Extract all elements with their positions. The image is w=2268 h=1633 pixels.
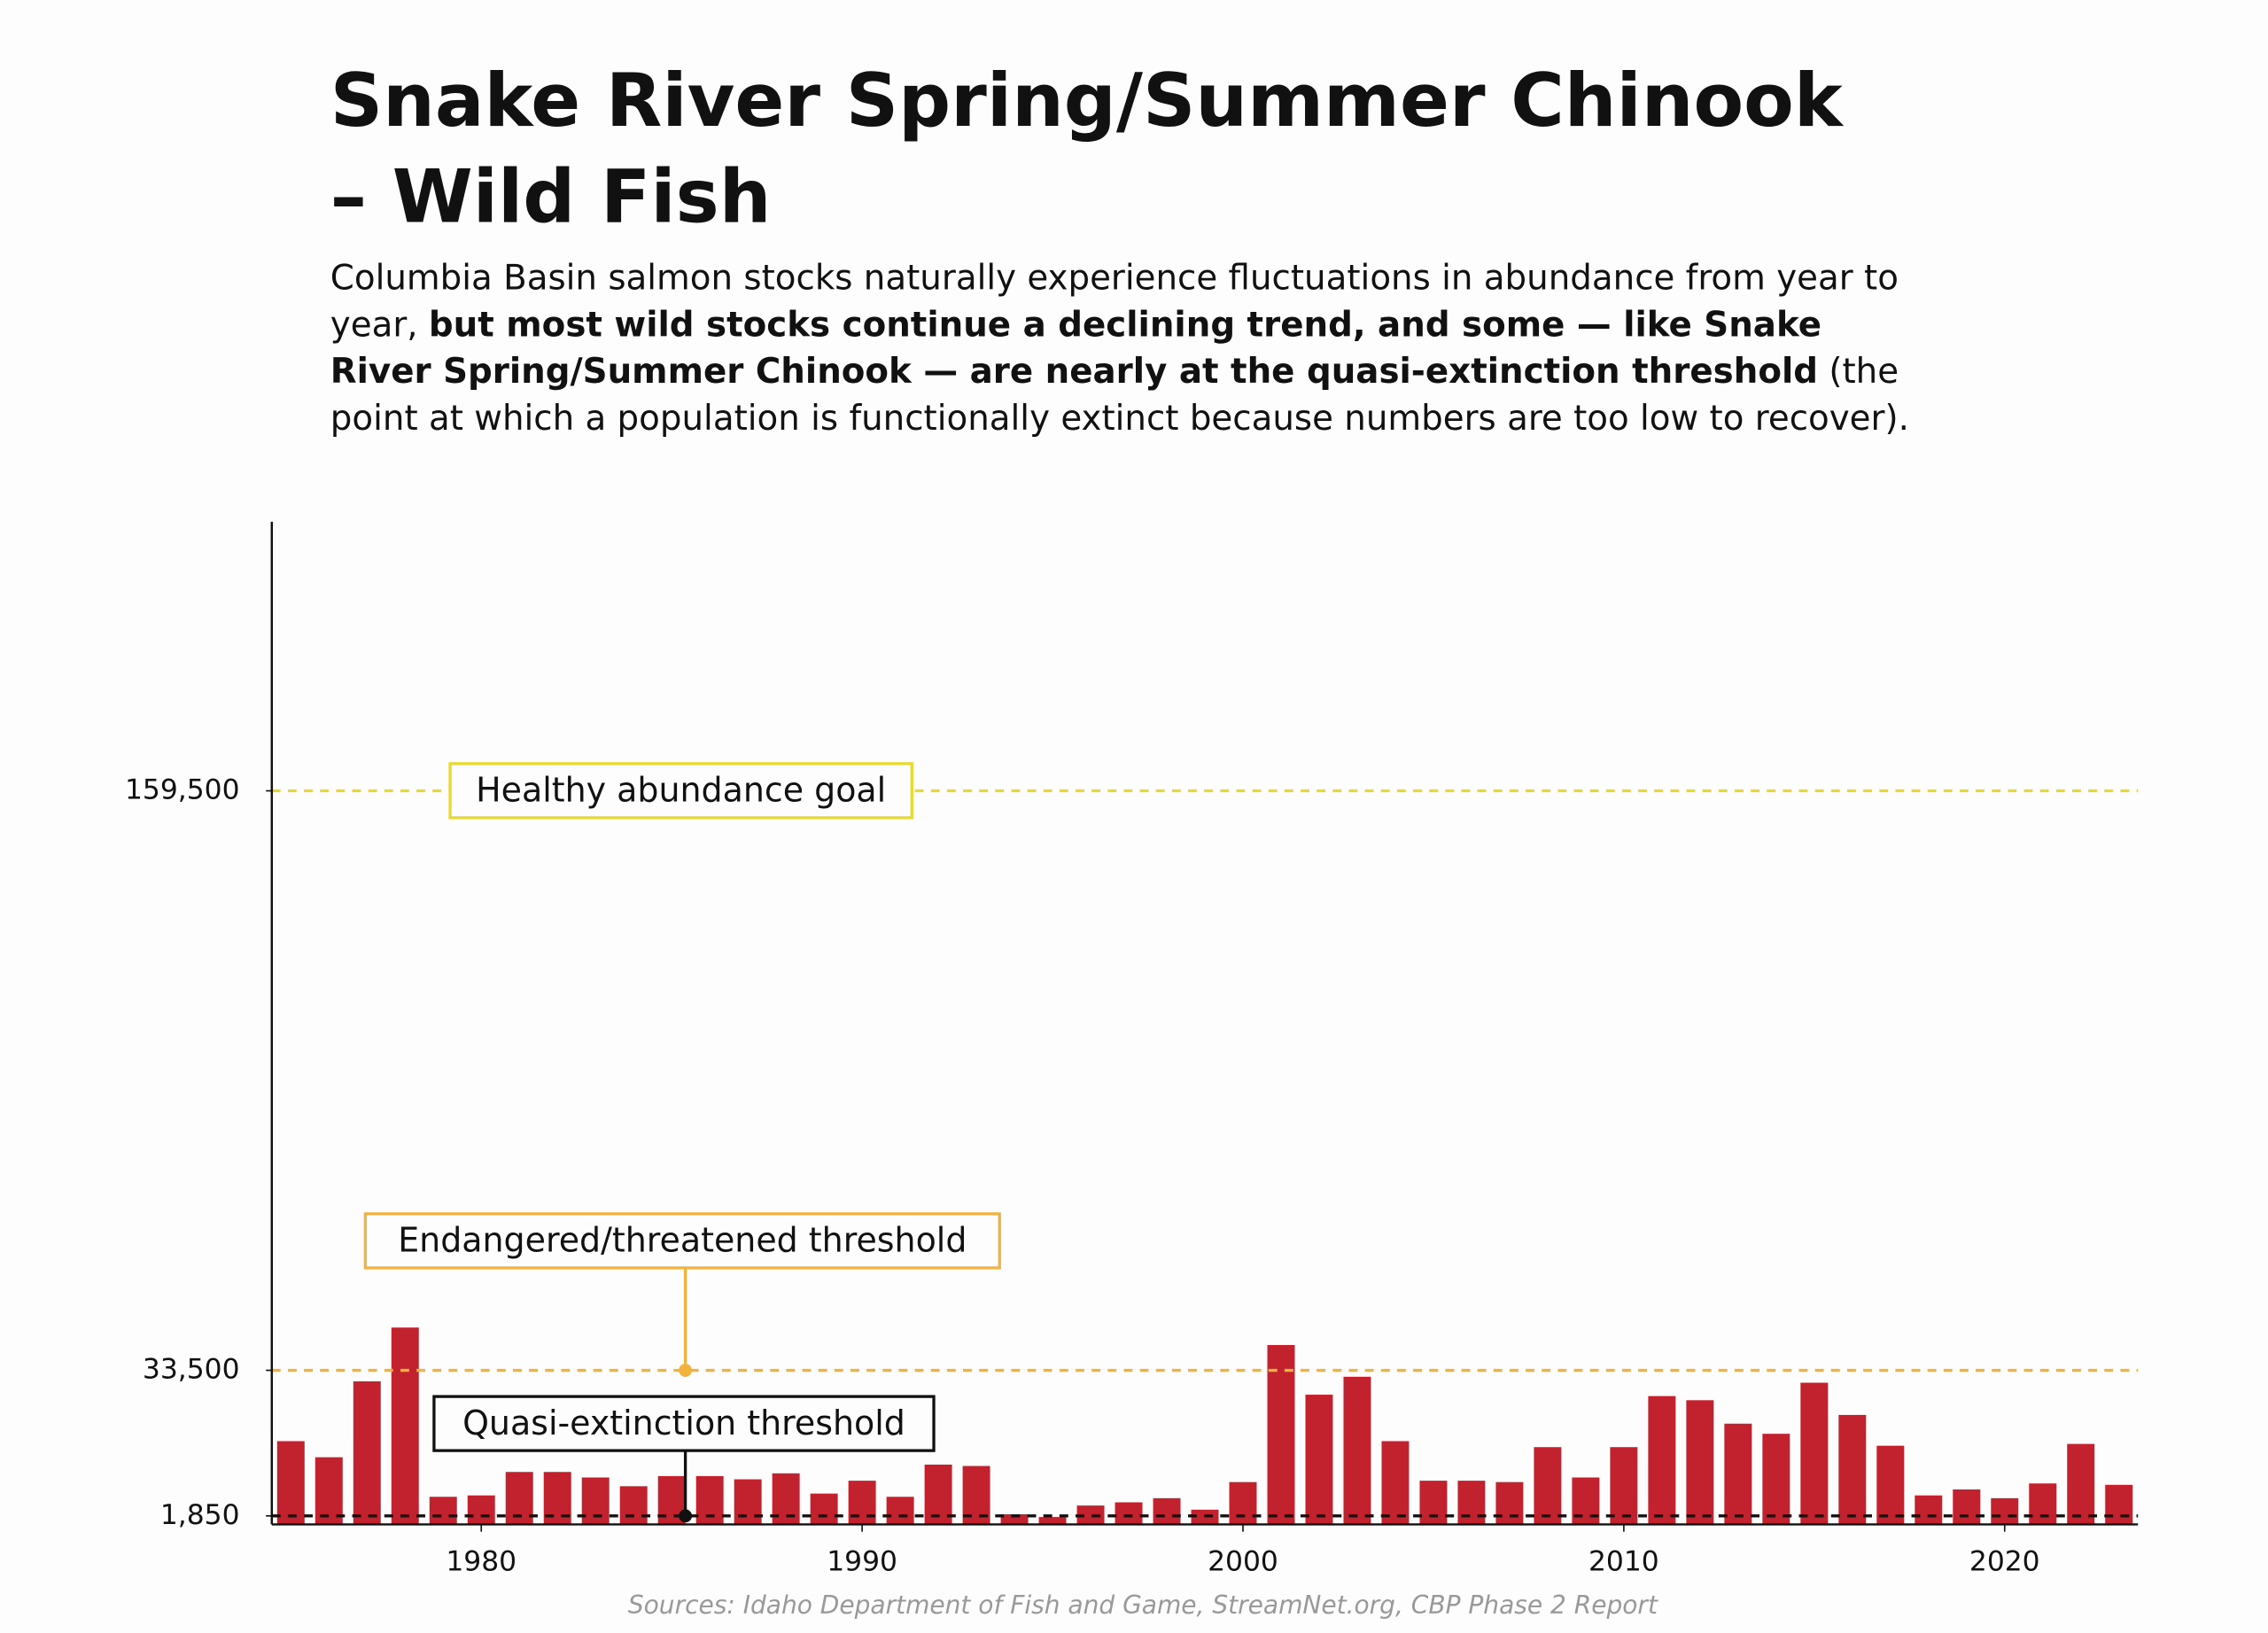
- chart-subtitle: Columbia Basin salmon stocks naturally e…: [330, 254, 1923, 441]
- bar: [1762, 1434, 1790, 1525]
- bar: [1800, 1382, 1829, 1525]
- annotation-label: Quasi-extinction threshold: [462, 1404, 905, 1442]
- bar: [848, 1481, 876, 1525]
- y-tick-label: 1,850: [160, 1499, 240, 1531]
- bar: [1953, 1489, 1981, 1525]
- bar: [1572, 1477, 1600, 1525]
- bar: [886, 1497, 914, 1525]
- source-note: Sources: Idaho Department of Fish and Ga…: [628, 1590, 1658, 1620]
- x-tick-label: 1980: [446, 1545, 517, 1577]
- x-tick-label: 2020: [1969, 1545, 2040, 1577]
- y-tick-label: 33,500: [143, 1354, 240, 1386]
- bar: [1381, 1441, 1410, 1525]
- x-tick-label: 2010: [1588, 1545, 1659, 1577]
- bar: [1000, 1514, 1029, 1525]
- bar: [1648, 1396, 1676, 1525]
- bar: [1305, 1395, 1333, 1525]
- annotation-dot: [679, 1509, 693, 1523]
- bar: [1610, 1447, 1638, 1525]
- chart-title: Snake River Spring/Summer Chinook – Wild…: [330, 58, 1843, 240]
- bar: [1115, 1502, 1143, 1525]
- bar: [1991, 1497, 2019, 1525]
- bar: [1457, 1481, 1486, 1525]
- bar: [734, 1479, 762, 1525]
- bar: [2067, 1443, 2095, 1525]
- bar: [391, 1327, 419, 1525]
- bar: [467, 1495, 495, 1525]
- annotation-label: Endangered/threatened threshold: [398, 1221, 967, 1260]
- bar: [1419, 1481, 1448, 1525]
- bar: [1838, 1414, 1867, 1525]
- bar: [276, 1441, 305, 1525]
- bar: [1153, 1497, 1181, 1525]
- bar: [1915, 1495, 1943, 1525]
- bar: [315, 1457, 343, 1525]
- subtitle-part: but most wild stocks continue a declinin…: [330, 304, 1821, 393]
- bar: [1534, 1447, 1562, 1525]
- x-tick-label: 2000: [1208, 1545, 1278, 1577]
- bar: [1876, 1445, 1905, 1525]
- bar: [1343, 1376, 1371, 1525]
- annotation-box: [448, 762, 913, 820]
- annotation-dot: [679, 1364, 693, 1377]
- bar: [810, 1493, 838, 1525]
- annotation-label: Healthy abundance goal: [476, 771, 886, 810]
- y-tick-label: 159,500: [125, 774, 240, 806]
- annotation-box: [432, 1395, 936, 1452]
- bar: [1038, 1517, 1067, 1525]
- bar: [2029, 1483, 2057, 1525]
- bar: [581, 1477, 610, 1525]
- bar: [1076, 1505, 1105, 1525]
- bar: [1686, 1400, 1714, 1525]
- annotation-box: [363, 1212, 1001, 1270]
- bar: [2105, 1484, 2133, 1525]
- bar: [1267, 1344, 1295, 1525]
- bar: [1724, 1423, 1752, 1525]
- bar: [1229, 1481, 1257, 1525]
- bar: [429, 1497, 457, 1525]
- subtitle-part: (the point at which a population is func…: [330, 350, 1909, 439]
- x-tick-label: 1990: [827, 1545, 897, 1577]
- subtitle-part: Columbia Basin salmon stocks naturally e…: [330, 257, 1899, 346]
- bar: [1495, 1481, 1524, 1525]
- bar: [353, 1381, 381, 1525]
- bar: [619, 1486, 648, 1525]
